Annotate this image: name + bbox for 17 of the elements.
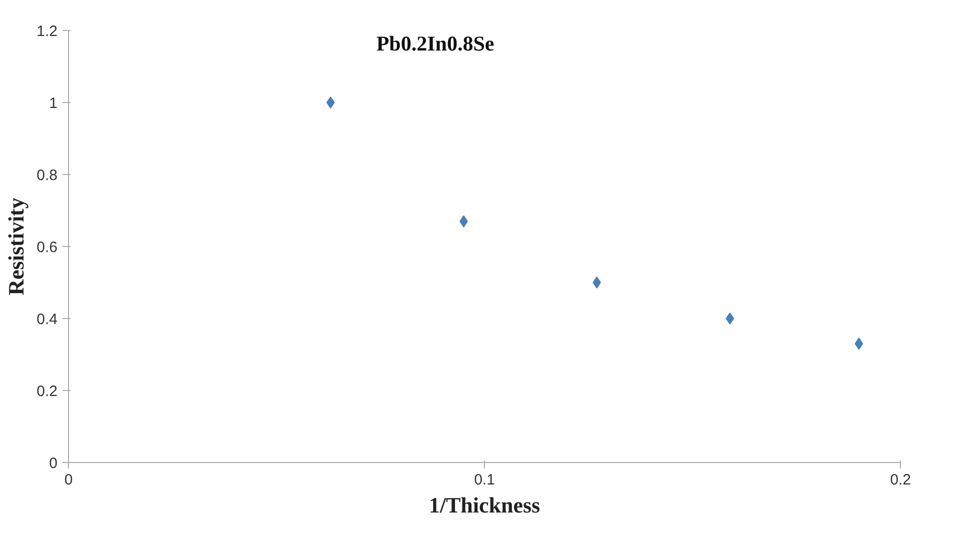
y-tick-label: 1 bbox=[49, 95, 58, 112]
point bbox=[726, 312, 734, 324]
y-tick-label: 0 bbox=[49, 455, 58, 472]
y-tick-label: 0.8 bbox=[36, 167, 58, 184]
point bbox=[854, 338, 864, 350]
y-axis-title: Resistivity bbox=[4, 198, 29, 296]
y-tick-label: 1.2 bbox=[36, 23, 58, 40]
x-tick-label: 0.1 bbox=[474, 472, 495, 488]
point bbox=[326, 96, 335, 108]
chart-title: Pb0.2In0.8Se bbox=[376, 32, 494, 56]
x-axis-title: 1/Thickness bbox=[428, 492, 541, 518]
y-tick-label: 0.6 bbox=[36, 239, 58, 256]
x-tick-label: 0 bbox=[64, 472, 73, 488]
point bbox=[592, 276, 601, 288]
y-tick-label: 0.2 bbox=[36, 383, 58, 400]
y-tick-label: 0.4 bbox=[36, 311, 58, 328]
x-tick-label: 0.2 bbox=[890, 472, 911, 488]
